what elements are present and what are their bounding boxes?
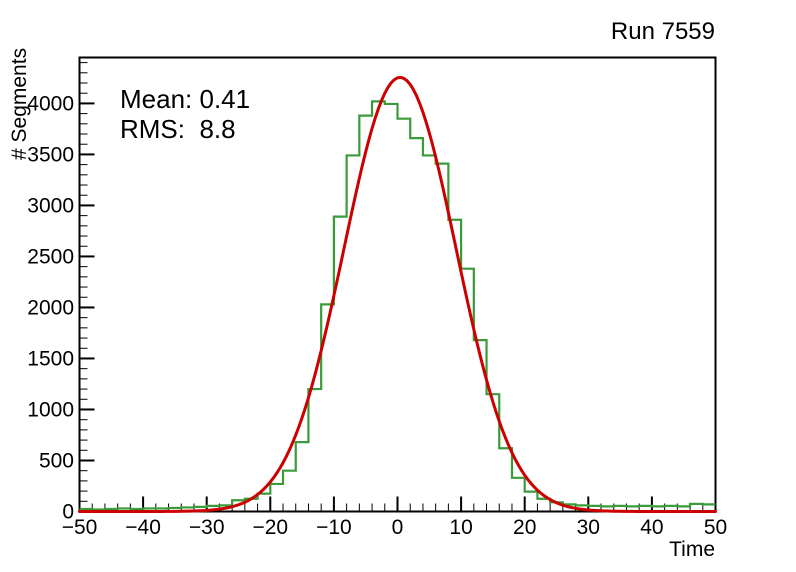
y-tick-label: 4000 [27,92,74,115]
x-tick-label: 0 [392,516,404,539]
x-tick-label: −10 [316,516,352,539]
x-tick-label: −50 [62,516,98,539]
stats-mean: Mean: 0.41 [120,84,251,114]
y-axis-title: # Segments [8,47,31,160]
y-tick-label: 3500 [27,143,74,166]
x-tick-label: −20 [252,516,288,539]
x-tick-label: 50 [704,516,727,539]
x-tick-label: −30 [189,516,225,539]
y-tick-label: 2500 [27,245,74,268]
x-tick-label: 40 [640,516,663,539]
stats-rms: RMS: 8.8 [120,114,236,144]
x-tick-label: 10 [449,516,472,539]
histogram-step-line [79,100,716,511]
stats-box: Mean: 0.41 RMS: 8.8 [120,84,250,144]
y-tick-label: 500 [39,449,74,472]
x-tick-label: 30 [577,516,600,539]
y-tick-label: 1500 [27,347,74,370]
y-tick-label: 3000 [27,194,74,217]
x-tick-label: 20 [513,516,536,539]
y-tick-label: 1000 [27,398,74,421]
plot-title: Run 7559 [610,18,715,45]
x-tick-label: −40 [125,516,161,539]
gaussian-fit-curve [78,75,717,513]
y-tick-label: 2000 [27,296,74,319]
y-tick-label: 0 [62,501,74,524]
x-axis-title: Time [669,538,715,561]
